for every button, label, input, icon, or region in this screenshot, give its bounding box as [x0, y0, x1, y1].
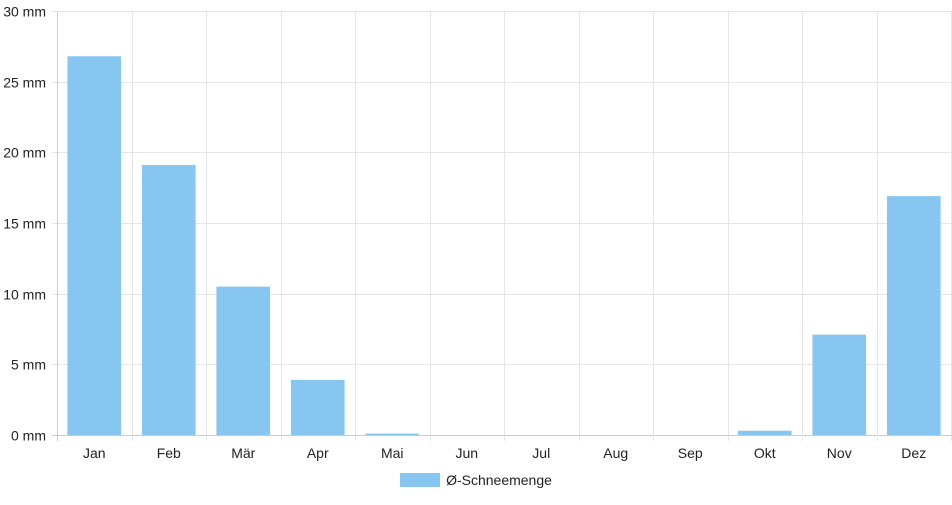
- legend[interactable]: Ø-Schneemenge: [0, 472, 952, 488]
- x-tick-label: Aug: [603, 445, 628, 461]
- bar-mär: [216, 286, 271, 435]
- x-tick-label: Mär: [231, 445, 255, 461]
- y-tick-label: 15 mm: [3, 216, 46, 232]
- y-tick-label: 0 mm: [11, 428, 46, 444]
- x-tick-label: Apr: [307, 445, 329, 461]
- bar-apr: [290, 379, 345, 435]
- x-tick-label: Mai: [381, 445, 404, 461]
- x-axis-ticks: Jan Feb Mär Apr Mai Jun Jul Aug Sep Okt Nov Dez: [83, 445, 926, 461]
- bar-nov: [812, 334, 867, 435]
- bar-jan: [67, 56, 122, 436]
- bar-feb: [141, 165, 196, 435]
- x-tick-label: Dez: [901, 445, 926, 461]
- x-tick-label: Sep: [678, 445, 703, 461]
- y-tick-label: 20 mm: [3, 145, 46, 161]
- bar-okt: [737, 430, 792, 435]
- bar-mai: [365, 433, 420, 435]
- x-tick-label: Jun: [455, 445, 478, 461]
- x-tick-label: Nov: [827, 445, 852, 461]
- bar-dez: [886, 196, 941, 435]
- y-axis-ticks: 0 mm 5 mm 10 mm 15 mm 20 mm 25 mm 30 mm: [3, 4, 46, 444]
- x-tick-label: Feb: [157, 445, 181, 461]
- y-tick-label: 10 mm: [3, 287, 46, 303]
- legend-label: Ø-Schneemenge: [446, 472, 552, 488]
- grid-layer: [52, 11, 952, 441]
- y-tick-label: 25 mm: [3, 75, 46, 91]
- x-tick-label: Jan: [83, 445, 106, 461]
- y-tick-label: 30 mm: [3, 4, 46, 20]
- legend-swatch: [400, 473, 441, 487]
- x-tick-label: Jul: [532, 445, 550, 461]
- x-tick-label: Okt: [754, 445, 776, 461]
- y-tick-label: 5 mm: [11, 357, 46, 373]
- bar-series: [67, 56, 941, 436]
